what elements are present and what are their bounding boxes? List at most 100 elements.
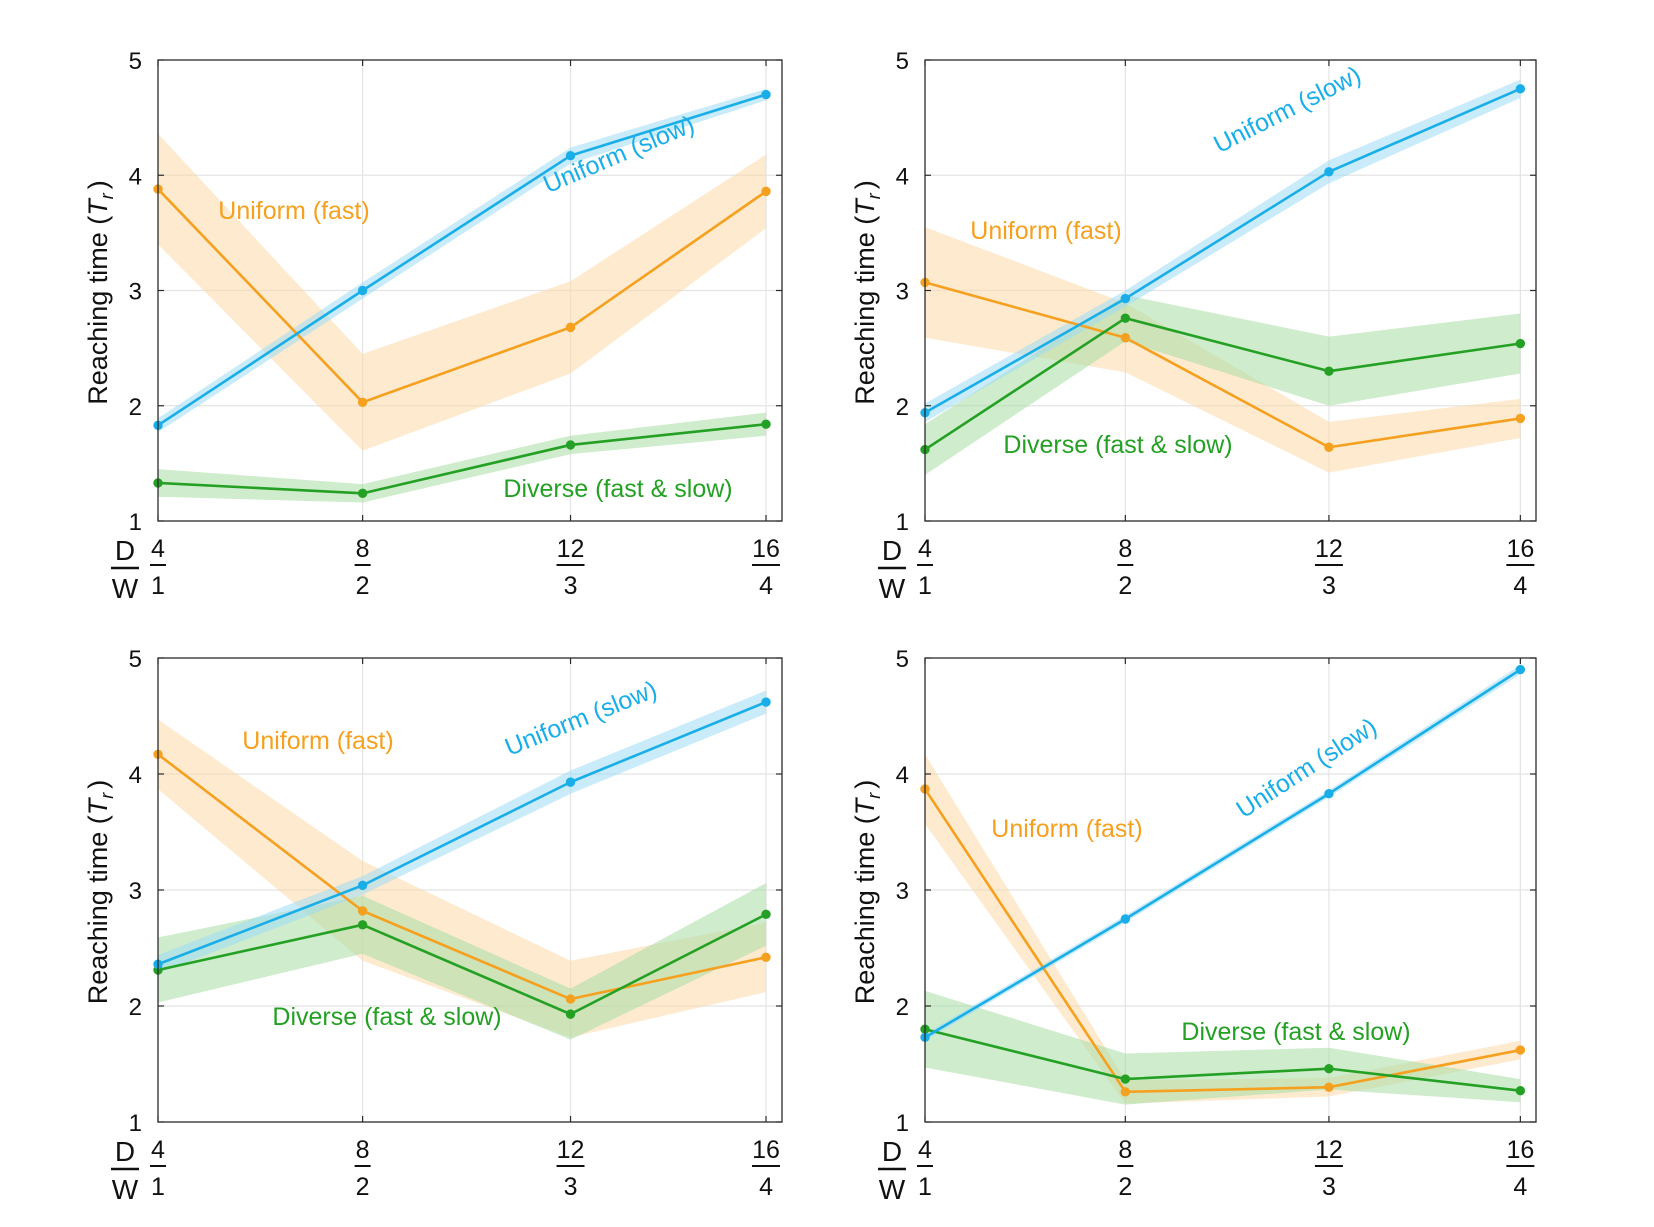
y-tick-label: 1: [129, 1110, 142, 1137]
x-tick-denominator: 3: [1322, 572, 1336, 600]
uniform-slow-line: [157, 93, 767, 427]
uniform-fast-annotation: Uniform (fast): [991, 815, 1142, 843]
x-tick-denominator: 1: [151, 1173, 165, 1201]
uniform-slow-point: [565, 150, 576, 161]
y-axis-label-symbol: T: [83, 796, 113, 815]
y-tick-label: 1: [129, 509, 142, 536]
uniform-fast-point: [357, 397, 368, 407]
x-tick-numerator: 8: [1118, 535, 1132, 563]
x-axis-label-numerator: D: [882, 1136, 902, 1167]
x-tick-denominator: 3: [1322, 1173, 1336, 1201]
uniform-slow-point: [1515, 664, 1526, 675]
y-tick-label: 3: [896, 878, 909, 905]
x-tick-denominator: 1: [918, 1173, 932, 1201]
diverse-band: [925, 990, 1521, 1105]
x-tick-numerator: 8: [356, 535, 370, 563]
uniform-slow-point: [1515, 84, 1526, 94]
y-axis-label-subscript: r: [97, 192, 117, 199]
x-tick-denominator: 4: [1513, 572, 1527, 600]
uniform-fast-point: [1515, 1045, 1526, 1055]
uniform-slow-point: [761, 89, 771, 100]
x-axis-label-denominator: W: [112, 1174, 139, 1205]
uniform-fast-point: [357, 906, 368, 916]
y-axis-label-close: ): [83, 180, 113, 189]
x-tick-denominator: 2: [356, 572, 370, 600]
y-tick-label: 5: [896, 646, 909, 673]
x-axis-label-numerator: D: [115, 1136, 135, 1167]
diverse-band: [158, 412, 767, 503]
x-tick-denominator: 2: [1118, 1173, 1132, 1201]
uniform-fast-point: [1120, 1087, 1131, 1097]
uniform-slow-point: [357, 880, 368, 891]
uniform-slow-point: [565, 777, 576, 787]
uniform-slow-point: [1120, 293, 1131, 304]
x-tick-numerator: 4: [151, 535, 165, 563]
x-tick-numerator: 8: [356, 1136, 370, 1164]
x-tick-numerator: 12: [557, 1136, 585, 1164]
y-axis-label-subscript: r: [864, 792, 884, 799]
uniform-fast-point: [761, 952, 771, 962]
y-tick-label: 3: [129, 279, 142, 306]
y-tick-label: 3: [896, 279, 909, 306]
x-tick-numerator: 8: [1118, 1136, 1132, 1164]
diverse-line: [924, 1027, 1521, 1092]
y-axis-label-symbol: T: [83, 197, 113, 216]
uniform-fast-annotation: Uniform (fast): [242, 727, 393, 755]
x-tick-numerator: 4: [151, 1136, 165, 1164]
diverse-band: [158, 883, 767, 1040]
y-axis-label: Reaching time (Tr): [850, 180, 884, 405]
y-axis-label-close: ): [850, 180, 880, 189]
y-tick-label: 2: [129, 994, 142, 1021]
x-tick-numerator: 16: [1506, 535, 1534, 563]
uniform-fast-band: [158, 133, 767, 451]
y-axis-label-close: ): [850, 780, 880, 789]
uniform-fast-line: [157, 188, 767, 404]
x-tick-numerator: 12: [557, 535, 585, 563]
y-tick-label: 1: [896, 509, 909, 536]
diverse-point: [1515, 338, 1526, 349]
diverse-line: [924, 316, 1521, 451]
x-tick-denominator: 1: [918, 572, 932, 600]
diverse-line: [157, 422, 767, 495]
x-tick-denominator: 4: [759, 1173, 773, 1201]
uniform-slow-band: [158, 690, 767, 974]
uniform-fast-line: [157, 753, 767, 1001]
diverse-point: [761, 419, 771, 429]
y-tick-label: 5: [129, 646, 142, 673]
diverse-point: [1120, 313, 1131, 323]
x-tick-denominator: 2: [1118, 572, 1132, 600]
y-tick-label: 2: [896, 394, 909, 421]
x-tick-denominator: 1: [151, 572, 165, 600]
uniform-slow-point: [1120, 914, 1131, 924]
x-axis-label-denominator: W: [879, 573, 906, 604]
uniform-fast-point: [1515, 413, 1526, 424]
x-tick-numerator: 16: [752, 535, 780, 563]
uniform-slow-line: [924, 87, 1521, 414]
diverse-point: [565, 440, 576, 450]
x-tick-denominator: 4: [759, 572, 773, 600]
uniform-slow-band: [925, 664, 1521, 1041]
diverse-point: [357, 920, 368, 930]
uniform-fast-line: [924, 281, 1521, 449]
uniform-fast-line: [923, 788, 1521, 1094]
x-tick-denominator: 3: [564, 1173, 578, 1201]
y-tick-label: 3: [129, 878, 142, 905]
uniform-slow-line: [924, 668, 1522, 1039]
y-tick-label: 4: [129, 762, 142, 789]
y-tick-label: 5: [896, 48, 909, 75]
y-axis-label-text: Reaching time (: [83, 815, 113, 1004]
y-axis-label-close: ): [83, 780, 113, 789]
diverse-annotation: Diverse (fast & slow): [503, 475, 732, 503]
diverse-point: [1120, 1074, 1131, 1084]
diverse-annotation: Diverse (fast & slow): [272, 1003, 501, 1031]
x-tick-numerator: 12: [1315, 535, 1343, 563]
y-tick-label: 4: [896, 163, 909, 190]
y-axis-label: Reaching time (Tr): [850, 780, 884, 1005]
y-tick-label: 2: [896, 994, 909, 1021]
diverse-point: [1515, 1085, 1526, 1096]
y-axis-label-symbol: T: [850, 197, 880, 216]
